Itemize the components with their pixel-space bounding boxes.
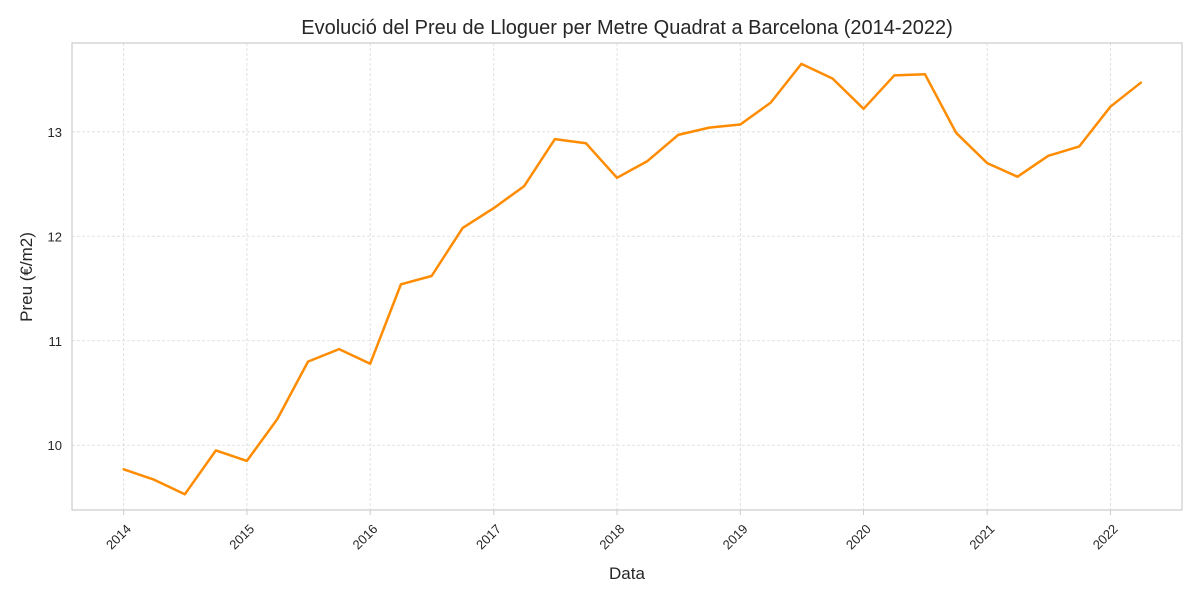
series-layer [122, 62, 1143, 496]
y-tick-label: 12 [48, 229, 62, 244]
x-tick-label: 2021 [966, 521, 997, 552]
x-tick-label: 2015 [226, 521, 257, 552]
y-tick-label: 11 [49, 334, 63, 349]
y-tick-label: 13 [48, 125, 62, 140]
x-tick-label: 2016 [349, 521, 380, 552]
chart-title: Evolució del Preu de Lloguer per Metre Q… [301, 17, 953, 39]
series-line [122, 62, 1143, 496]
axis-ticks: 2014 2015 2016 2017 2018 2019 2020 2021 2022 10 11… [48, 125, 1121, 553]
x-axis-label: Data [609, 564, 645, 583]
x-tick-label: 2017 [473, 521, 504, 552]
y-axis-label: Preu (€/m2) [17, 232, 36, 322]
x-tick-label: 2020 [843, 521, 874, 552]
x-tick-label: 2014 [103, 521, 134, 552]
plot-frame [71, 42, 1183, 511]
grid [72, 43, 1182, 510]
y-tick-label: 10 [48, 438, 62, 453]
x-tick-label: 2022 [1090, 521, 1121, 552]
x-tick-label: 2019 [720, 521, 751, 552]
x-tick-label: 2018 [596, 521, 627, 552]
